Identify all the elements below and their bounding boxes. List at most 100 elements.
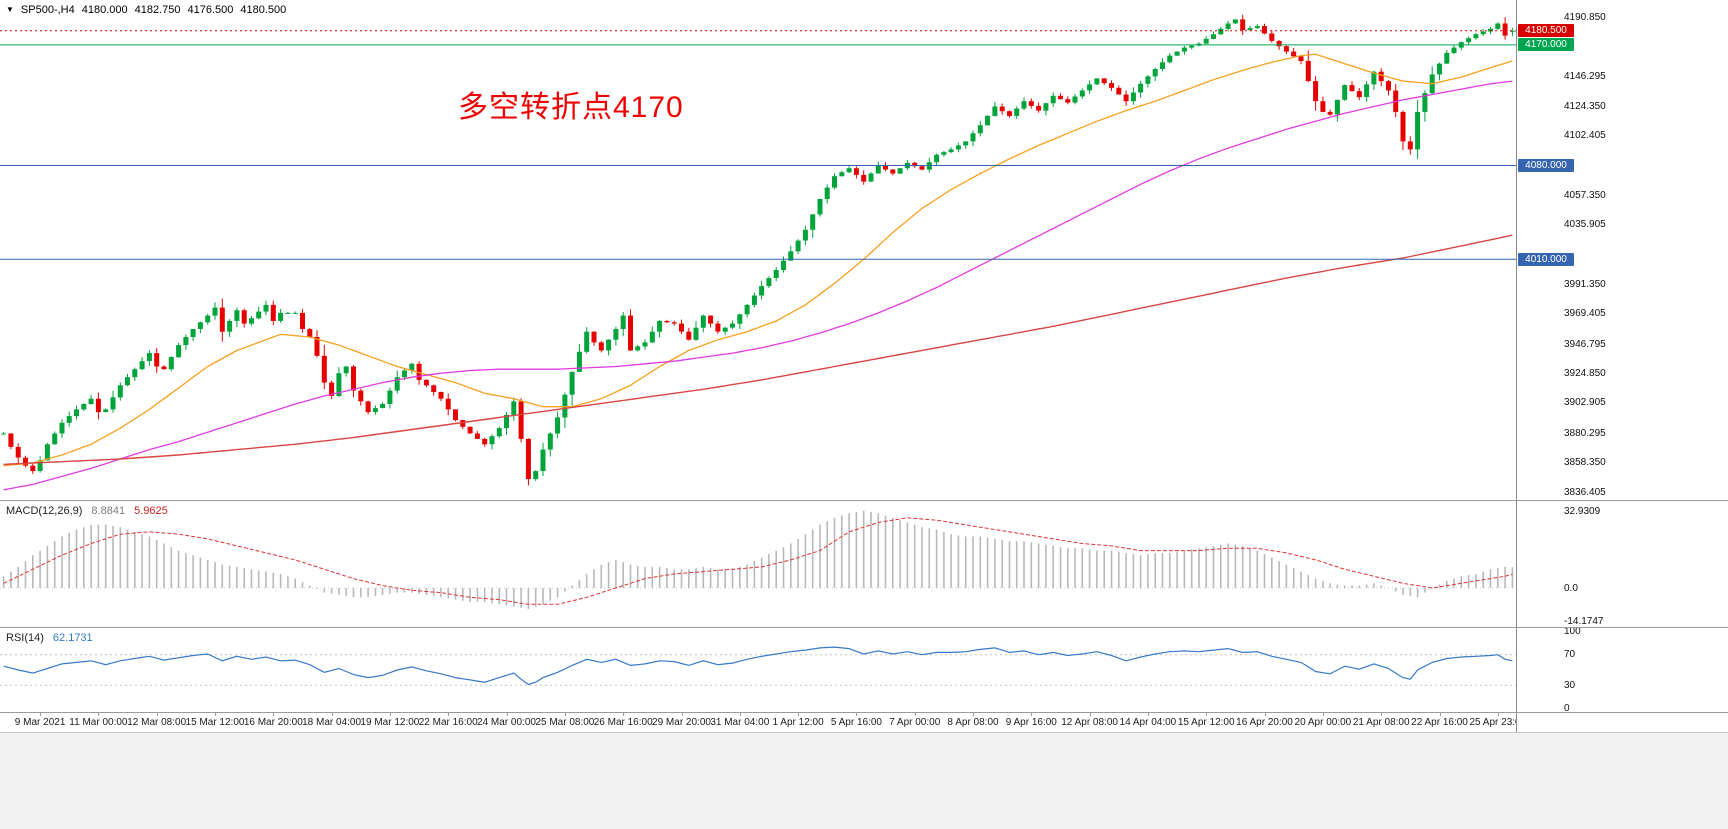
chart-info-bar: ▼ SP500-,H4 4180.000 4182.750 4176.500 4… bbox=[6, 3, 286, 17]
time-tick-mark bbox=[40, 713, 42, 716]
macd-histogram bbox=[2, 510, 1514, 609]
ma-fast bbox=[3, 53, 1513, 467]
main-chart-panel[interactable]: ▼ SP500-,H4 4180.000 4182.750 4176.500 4… bbox=[0, 0, 1516, 500]
time-tick: 14 Apr 04:00 bbox=[1119, 717, 1177, 728]
time-tick-mark bbox=[448, 713, 450, 716]
time-tick-mark bbox=[1206, 713, 1208, 716]
price-tick: 4035.905 bbox=[1564, 219, 1606, 231]
macd-tick: 32.9309 bbox=[1564, 505, 1601, 517]
macd-name: MACD(12,26,9) bbox=[6, 505, 83, 517]
annotation-text: 多空转折点4170 bbox=[458, 91, 684, 124]
panel-separator bbox=[0, 712, 1728, 713]
time-tick: 22 Apr 16:00 bbox=[1411, 717, 1468, 728]
time-tick-mark bbox=[98, 713, 100, 716]
time-tick: 15 Mar 12:00 bbox=[185, 717, 245, 728]
moving-averages-layer bbox=[3, 53, 1513, 491]
time-tick: 1 Apr 12:00 bbox=[772, 717, 824, 728]
time-tick-mark bbox=[389, 713, 391, 716]
time-tick: 5 Apr 16:00 bbox=[830, 717, 882, 728]
price-tick: 3969.405 bbox=[1564, 308, 1606, 320]
macd-signal-value: 5.9625 bbox=[134, 505, 168, 517]
rsi-tick: 0 bbox=[1564, 702, 1570, 714]
ohlc-open: 4180.000 bbox=[81, 4, 128, 16]
rsi-name: RSI(14) bbox=[6, 632, 44, 644]
price-axis[interactable]: 4190.850 4146.295 4124.350 4102.405 4057.350… bbox=[1516, 0, 1728, 732]
panel-separator bbox=[0, 500, 1728, 501]
time-tick: 26 Mar 16:00 bbox=[593, 717, 653, 728]
time-tick-mark bbox=[1031, 713, 1033, 716]
time-tick: 9 Apr 16:00 bbox=[1005, 717, 1057, 728]
rsi-tick: 100 bbox=[1564, 626, 1581, 638]
rsi-tick: 30 bbox=[1564, 679, 1576, 691]
candlestick-chart bbox=[0, 14, 1516, 491]
time-tick: 11 Mar 00:00 bbox=[69, 717, 128, 728]
symbol-period-label: SP500-,H4 bbox=[20, 4, 75, 16]
time-tick: 9 Mar 2021 bbox=[14, 717, 66, 728]
time-tick: 22 Mar 16:00 bbox=[418, 717, 478, 728]
rsi-tick: 70 bbox=[1564, 649, 1576, 661]
time-tick-mark bbox=[1439, 713, 1441, 716]
price-tick: 3924.850 bbox=[1564, 367, 1606, 379]
rsi-value: 62.1731 bbox=[52, 632, 93, 644]
time-tick: 21 Apr 08:00 bbox=[1352, 717, 1410, 728]
price-badge: 4010.000 bbox=[1518, 252, 1574, 266]
macd-main-value: 8.8841 bbox=[91, 505, 126, 517]
time-tick-mark bbox=[1264, 713, 1266, 716]
price-badge: 4080.000 bbox=[1518, 159, 1574, 172]
time-tick-mark bbox=[973, 713, 974, 716]
ma-slow bbox=[3, 234, 1513, 466]
price-tick: 3836.405 bbox=[1564, 486, 1606, 498]
price-tick: 3902.905 bbox=[1564, 397, 1606, 409]
time-tick: 12 Apr 08:00 bbox=[1061, 717, 1118, 728]
price-badge: 4180.500 bbox=[1518, 24, 1574, 38]
window-background bbox=[0, 732, 1728, 829]
time-tick: 18 Mar 04:00 bbox=[302, 717, 362, 728]
ohlc-close: 4180.500 bbox=[240, 4, 287, 16]
ohlc-high: 4182.750 bbox=[134, 4, 181, 16]
time-tick: 7 Apr 00:00 bbox=[889, 717, 941, 728]
time-tick-mark bbox=[1089, 713, 1091, 716]
macd-signal-line bbox=[3, 517, 1513, 605]
time-tick: 31 Mar 04:00 bbox=[710, 717, 770, 728]
time-tick: 25 Mar 08:00 bbox=[535, 717, 595, 728]
time-tick: 8 Apr 08:00 bbox=[947, 717, 999, 728]
time-tick-mark bbox=[739, 713, 741, 716]
macd-tick: 0.0 bbox=[1564, 582, 1578, 594]
time-tick: 16 Mar 20:00 bbox=[243, 717, 303, 728]
price-badge: 4170.000 bbox=[1518, 38, 1574, 52]
time-tick-mark bbox=[331, 713, 333, 716]
time-tick: 15 Apr 12:00 bbox=[1177, 717, 1235, 728]
time-tick: 19 Mar 12:00 bbox=[360, 717, 420, 728]
time-tick-mark bbox=[564, 713, 566, 716]
time-tick-mark bbox=[273, 713, 275, 716]
price-tick: 3858.350 bbox=[1564, 457, 1606, 468]
rsi-label: RSI(14) 62.1731 bbox=[6, 632, 93, 644]
panel-separator bbox=[0, 627, 1728, 628]
rsi-indicator-panel[interactable]: RSI(14) 62.1731 bbox=[0, 628, 1516, 712]
time-tick-mark bbox=[1322, 713, 1324, 716]
time-tick-mark bbox=[914, 713, 916, 716]
time-tick: 20 Apr 00:00 bbox=[1294, 717, 1352, 728]
time-tick-mark bbox=[1497, 713, 1499, 716]
time-tick-mark bbox=[506, 713, 508, 716]
price-tick: 3880.295 bbox=[1564, 427, 1606, 439]
time-tick-mark bbox=[856, 713, 858, 716]
macd-tick: -14.1747 bbox=[1564, 615, 1604, 627]
time-axis[interactable]: 9 Mar 2021 11 Mar 00:00 12 Mar 08:00 15 Mar… bbox=[0, 713, 1526, 732]
time-tick: 16 Apr 20:00 bbox=[1236, 717, 1293, 728]
level-lines-layer[interactable] bbox=[0, 30, 1516, 260]
rsi-line bbox=[3, 646, 1513, 686]
time-tick-mark bbox=[1381, 713, 1383, 716]
macd-chart bbox=[0, 510, 1516, 609]
time-tick-mark bbox=[798, 713, 800, 716]
price-tick: 4124.350 bbox=[1564, 100, 1606, 112]
time-tick: 12 Mar 08:00 bbox=[127, 717, 187, 728]
macd-indicator-panel[interactable]: MACD(12,26,9) 8.8841 5.9625 bbox=[0, 501, 1516, 627]
ohlc-low: 4176.500 bbox=[187, 4, 234, 16]
time-tick: 24 Mar 00:00 bbox=[477, 717, 536, 728]
price-tick: 4057.350 bbox=[1564, 190, 1606, 202]
price-tick: 4190.850 bbox=[1564, 11, 1606, 23]
collapse-arrow-icon[interactable]: ▼ bbox=[6, 5, 14, 14]
candles-layer bbox=[1, 14, 1515, 486]
